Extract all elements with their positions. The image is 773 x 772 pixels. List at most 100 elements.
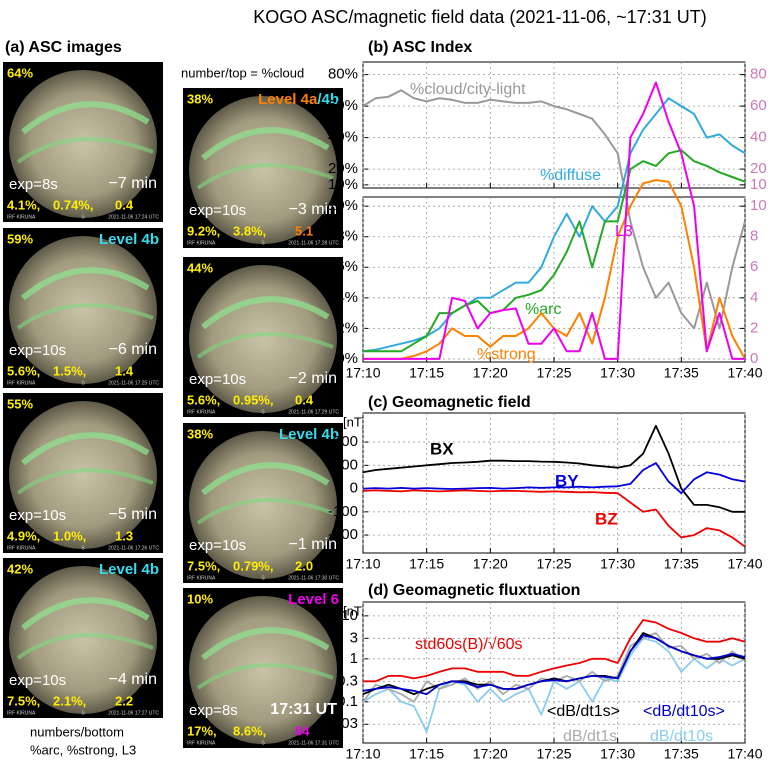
bottom-number: 4.1%, [7, 197, 40, 212]
site-stamp: IRF KIRUNA [187, 740, 216, 746]
bottom-number: 0.74%, [53, 197, 93, 212]
exposure: exp=10s [189, 371, 246, 388]
bottom-number: 2.2 [115, 693, 133, 708]
y2-tick-label: 2 [750, 319, 758, 336]
exposure: exp=10s [9, 507, 66, 524]
aurora-arc [196, 163, 334, 190]
bottom-number: 4.9%, [7, 528, 40, 543]
aurora-arc [16, 303, 154, 330]
y-tick-label: 10% [328, 176, 358, 193]
y-tick-label: 100 [333, 456, 358, 473]
x-tick-label: 17:25 [536, 365, 571, 381]
x-tick-label: 17:35 [664, 746, 699, 762]
aurora-arc [16, 137, 154, 164]
y-tick-label: 80% [328, 66, 358, 83]
series-label: <dB/dt1s> [547, 703, 620, 720]
series-label: std60s(B)/√60s [415, 636, 523, 653]
level-part: Level 4a [258, 91, 318, 108]
level-part: Level 6 [288, 591, 339, 608]
bottom-number: 0.95%, [233, 392, 273, 407]
y2-tick-label: 8 [750, 228, 758, 245]
x-tick-label: 17:20 [473, 746, 508, 762]
aurora-arc [16, 633, 154, 660]
series-label: dB/dt1s [563, 728, 617, 745]
bottom-number: 3.8%, [233, 223, 266, 238]
time-stamp: 2021-11-06 17:25 UTC [108, 380, 159, 386]
level-label: Level 4b [99, 231, 159, 248]
chart-title: (d) Geomagnetic fluxtuation [368, 582, 580, 599]
y-tick-label: 3 [350, 629, 358, 646]
series-label: BY [555, 471, 579, 490]
site-stamp: IRF KIRUNA [7, 710, 36, 716]
x-tick-label: 17:25 [536, 556, 571, 572]
time-stamp: 2021-11-06 17:29 UTC [288, 409, 339, 415]
series-line [363, 632, 745, 703]
y2-tick-label: 60 [750, 97, 767, 114]
cloud-percent: 38% [187, 91, 213, 106]
asc-image: 38% Level 4a/4b exp=10s −3 min 9.2%, 3.8%, 5.1… [183, 88, 343, 248]
series-label: dB/dt10s [650, 728, 713, 745]
asc-image: 42% Level 4b exp=10s −4 min 7.5%, 2.1%, 2.2 IRF… [3, 558, 163, 718]
panel-title: (a) ASC images [5, 39, 122, 56]
bottom-number: 8.6%, [233, 723, 266, 738]
bottom-number: 1.3 [115, 528, 133, 543]
y-tick-label: 40% [328, 129, 358, 146]
series-label: %strong [477, 346, 536, 363]
south-mark: S [81, 214, 85, 220]
y2-tick-label: 10 [750, 176, 767, 193]
series-label: %diffuse [540, 167, 601, 184]
cloud-percent: 59% [7, 231, 33, 246]
site-stamp: IRF KIRUNA [7, 214, 36, 220]
south-mark: S [261, 240, 265, 246]
chart-title: (c) Geomagnetic field [368, 394, 531, 411]
exposure: exp=8s [9, 176, 58, 193]
series-label: %arc [525, 301, 561, 318]
bottom-number: 0.79%, [233, 558, 273, 573]
x-tick-label: 17:35 [664, 365, 699, 381]
chart-title: (b) ASC Index [368, 39, 472, 56]
y-tick-label: 0 [350, 480, 358, 497]
y-tick-label: 1 [350, 650, 358, 667]
time-stamp: 2021-11-06 17:28 UTC [288, 240, 339, 246]
series-line [363, 462, 745, 495]
x-tick-label: 17:30 [600, 365, 635, 381]
y-tick-label: -200 [328, 526, 358, 543]
y-tick-label: 10% [328, 197, 358, 214]
bottom-number: 84 [295, 723, 310, 738]
aurora-arc [16, 468, 154, 495]
y-tick-label: 60% [328, 97, 358, 114]
aurora-arc [201, 127, 330, 161]
time-offset: −2 min [289, 370, 337, 387]
bottom-number: 5.6%, [7, 363, 40, 378]
x-tick-label: 17:25 [536, 746, 571, 762]
bottom-number: 0.4 [115, 197, 134, 212]
exposure: exp=10s [9, 342, 66, 359]
bottom-number: 1.4 [115, 363, 134, 378]
site-stamp: IRF KIRUNA [7, 380, 36, 386]
cloud-percent: 38% [187, 426, 213, 441]
cloud-percent: 42% [7, 561, 33, 576]
y-tick-label: 0.3 [337, 672, 358, 689]
series-label: BZ [595, 509, 618, 528]
y2-tick-label: 10 [750, 197, 767, 214]
aurora-arc [21, 267, 150, 301]
cloud-percent: 10% [187, 591, 213, 606]
series-line [363, 89, 745, 330]
x-tick-label: 17:35 [664, 556, 699, 572]
bottom-number: 9.2%, [187, 223, 220, 238]
x-tick-label: 17:10 [345, 746, 380, 762]
asc-image: 10% Level 6 exp=8s 17:31 UT 17%, 8.6%, 84 IRF K… [183, 588, 343, 748]
note: number/top = %cloud [181, 65, 304, 80]
y-tick-label: 4% [336, 289, 358, 306]
x-tick-label: 17:40 [727, 746, 762, 762]
y2-tick-label: 4 [750, 289, 758, 306]
aurora-arc [201, 627, 330, 661]
note: numbers/bottom [30, 724, 124, 739]
exposure: exp=10s [189, 537, 246, 554]
cloud-percent: 44% [187, 260, 213, 275]
bottom-number: 17%, [187, 723, 217, 738]
site-stamp: IRF KIRUNA [187, 575, 216, 581]
exposure: exp=10s [189, 202, 246, 219]
y2-tick-label: 0 [750, 350, 758, 367]
